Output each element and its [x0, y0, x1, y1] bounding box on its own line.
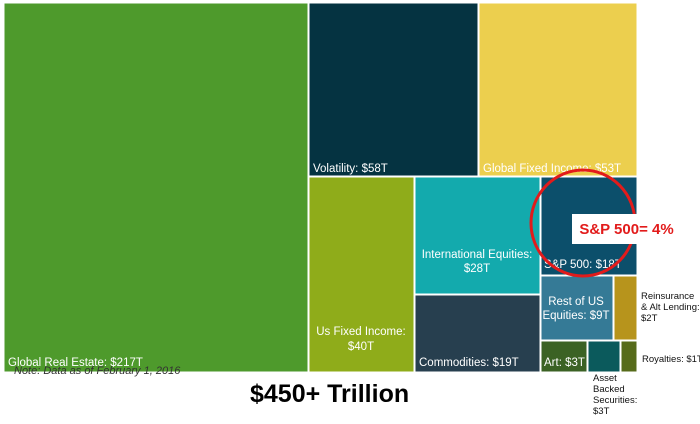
label-sandp-500: S&P 500: $18T	[544, 259, 622, 271]
label-commodities: Commodities: $19T	[419, 357, 519, 369]
tile-commodities	[414, 294, 541, 373]
tile-reinsurance-and-alt-lending	[613, 275, 638, 341]
label-asset-backed-securities: Asset Backed Securities: $3T	[593, 373, 637, 417]
tile-art	[540, 340, 588, 373]
label-reinsurance-and-alt-lending: Reinsurance & Alt Lending: $2T	[641, 291, 700, 324]
tile-international-equities	[414, 176, 541, 295]
label-royalties: Royalties: $1T	[642, 354, 700, 365]
sp500-share-callout: S&P 500= 4%	[572, 214, 681, 244]
label-art: Art: $3T	[544, 357, 585, 369]
tile-volatility	[308, 2, 479, 177]
tile-rest-of-us-equities	[540, 275, 614, 341]
label-global-fixed-income: Global Fixed Income: $53T	[483, 163, 621, 175]
tile-royalties	[620, 340, 638, 373]
label-international-equities: International Equities: $28T	[422, 249, 533, 275]
tile-asset-backed-securities	[587, 340, 621, 373]
total-value-title: $450+ Trillion	[250, 380, 410, 408]
data-note: Note: Data as of February 1, 2016	[14, 365, 181, 377]
label-us-fixed-income: Us Fixed Income: $40T	[316, 326, 405, 353]
tile-us-fixed-income	[308, 176, 415, 373]
label-rest-of-us-equities: Rest of US Equities: $9T	[542, 296, 609, 322]
label-global-real-estate: Global Real Estate: $217T	[8, 357, 143, 369]
tile-global-fixed-income	[478, 2, 638, 177]
tile-global-real-estate	[3, 2, 309, 373]
label-volatility: Volatility: $58T	[313, 163, 388, 175]
